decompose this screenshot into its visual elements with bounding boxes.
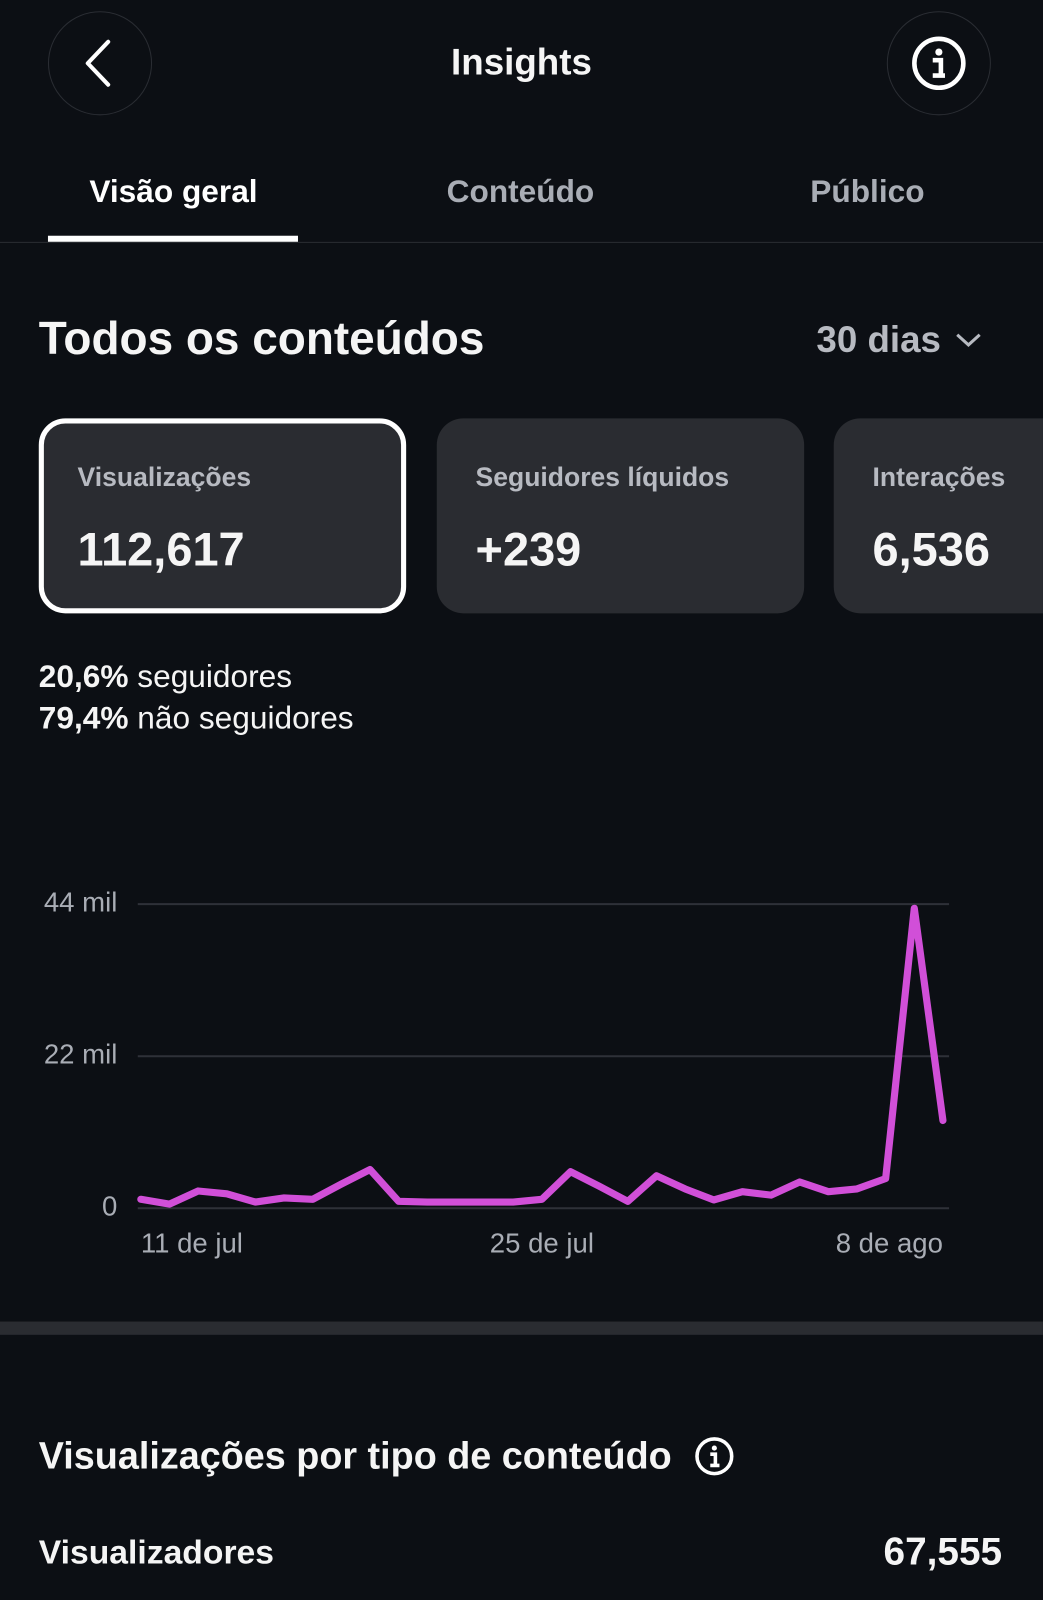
metric-card[interactable]: Seguidores líquidos +239 xyxy=(436,418,805,614)
content-type-title: Visualizações por tipo de conteúdo xyxy=(38,1434,672,1477)
y-tick-label: 44 mil xyxy=(44,886,117,917)
card-label: Seguidores líquidos xyxy=(475,461,730,492)
card-label: Interações xyxy=(872,461,1006,492)
row-label: Visualizadores xyxy=(38,1532,275,1571)
chart: 0 22 mil 44 mil 11 de jul 25 de jul 8 de ago xyxy=(44,886,950,1258)
content-type-header: Visualizações por tipo de conteúdo xyxy=(39,1435,735,1478)
breakdown-row: 20,6% seguidores xyxy=(39,655,354,697)
data-line xyxy=(137,904,947,1208)
breakdown-row: 79,4% não seguidores xyxy=(39,697,354,739)
x-tick-label: 25 de jul xyxy=(490,1227,594,1258)
breakdown-percent: 20,6% xyxy=(38,658,129,694)
breakdown-percent: 79,4% xyxy=(38,700,129,736)
card-value: 112,617 xyxy=(77,522,245,576)
period-selector[interactable]: 30 dias xyxy=(816,318,981,361)
tab-indicator xyxy=(47,235,298,242)
section-title: Todos os conteúdos xyxy=(38,312,485,365)
breakdown-label: seguidores xyxy=(137,658,293,694)
period-label: 30 dias xyxy=(816,318,941,361)
metric-card[interactable]: Interações 6,536 xyxy=(833,418,1043,614)
chevron-icon xyxy=(956,333,981,347)
tab[interactable]: Conteúdo xyxy=(446,173,595,210)
back-button[interactable] xyxy=(47,11,153,116)
breakdown: 20,6% seguidores 79,4% não seguidores xyxy=(39,655,354,739)
metric-card[interactable]: Visualizações 112,617 xyxy=(38,418,407,614)
x-tick-label: 11 de jul xyxy=(141,1227,243,1258)
tab[interactable]: Público xyxy=(810,173,925,210)
breakdown-label: não seguidores xyxy=(137,700,354,736)
info-button[interactable] xyxy=(886,11,991,116)
card-value: 6,536 xyxy=(872,522,991,576)
tab[interactable]: Visão geral xyxy=(89,173,258,210)
card-label: Visualizações xyxy=(77,461,252,492)
header-title: Insights xyxy=(451,40,592,83)
back-icon xyxy=(85,39,111,87)
section-separator xyxy=(0,1321,1043,1335)
y-tick-label: 0 xyxy=(102,1191,117,1222)
card-value: +239 xyxy=(475,522,582,576)
divider xyxy=(0,241,1043,243)
info-icon[interactable] xyxy=(694,1436,735,1477)
info-icon xyxy=(912,36,966,91)
row-value: 67,555 xyxy=(883,1530,1003,1574)
x-tick-label: 8 de ago xyxy=(836,1227,943,1258)
y-tick-label: 22 mil xyxy=(44,1038,117,1069)
